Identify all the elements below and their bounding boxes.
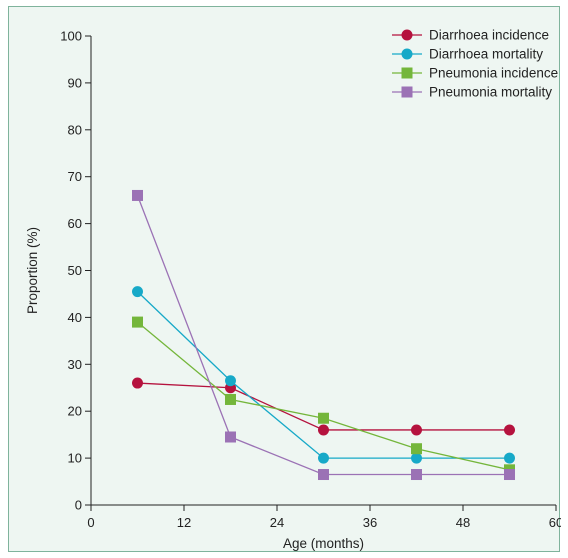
series-diarrhoea-mortality [132, 286, 515, 464]
data-point [504, 469, 515, 481]
data-point [132, 286, 143, 298]
data-point [318, 424, 329, 436]
data-point [225, 393, 236, 405]
y-tick-label: 20 [68, 404, 82, 419]
x-tick-label: 0 [87, 515, 94, 530]
axes: 0 10 20 30 40 50 60 70 80 90 100 0 12 24 36 48 60 [60, 29, 561, 531]
data-point [132, 377, 143, 389]
legend-label: Diarrhoea mortality [429, 47, 543, 62]
legend-marker [401, 86, 413, 98]
data-point [225, 375, 236, 387]
legend-marker [401, 67, 413, 79]
data-point [318, 412, 329, 424]
y-tick-label: 100 [60, 29, 82, 44]
x-tick-label: 60 [549, 515, 561, 530]
legend-label: Pneumonia mortality [429, 85, 552, 100]
data-point [225, 431, 236, 443]
x-tick-label: 12 [177, 515, 191, 530]
data-point [318, 469, 329, 481]
data-point [411, 424, 422, 436]
data-point [411, 452, 422, 464]
y-tick-label: 40 [68, 310, 82, 325]
legend: Diarrhoea incidence Diarrhoea mortality Pn… [392, 28, 558, 100]
data-point [318, 452, 329, 464]
data-point [132, 189, 143, 201]
legend-item: Diarrhoea incidence [392, 28, 549, 43]
y-tick-label: 50 [68, 263, 82, 278]
y-tick-label: 90 [68, 75, 82, 90]
y-tick-label: 60 [68, 216, 82, 231]
data-point [504, 452, 515, 464]
data-point [411, 469, 422, 481]
x-tick-label: 24 [270, 515, 284, 530]
y-tick-label: 0 [75, 498, 82, 513]
legend-marker [401, 29, 413, 41]
x-tick-label: 48 [456, 515, 470, 530]
data-point [411, 443, 422, 455]
legend-label: Pneumonia incidence [429, 66, 558, 81]
y-tick-label: 80 [68, 122, 82, 137]
legend-label: Diarrhoea incidence [429, 28, 549, 43]
series-pneumonia-incidence [132, 316, 515, 476]
y-axis-title: Proportion (%) [25, 227, 40, 314]
legend-item: Pneumonia incidence [392, 66, 558, 81]
legend-marker [401, 48, 413, 60]
y-tick-label: 30 [68, 357, 82, 372]
data-point [504, 424, 515, 436]
series-diarrhoea-incidence [132, 377, 515, 436]
y-tick-label: 70 [68, 169, 82, 184]
chart-panel: 0 10 20 30 40 50 60 70 80 90 100 0 12 24 36 48 60 Diarrh… [8, 6, 561, 552]
series-pneumonia-mortality [132, 189, 515, 481]
data-point [132, 316, 143, 328]
x-tick-label: 36 [363, 515, 377, 530]
legend-item: Pneumonia mortality [392, 85, 552, 100]
legend-item: Diarrhoea mortality [392, 47, 543, 62]
y-tick-label: 10 [68, 451, 82, 466]
line-chart: 0 10 20 30 40 50 60 70 80 90 100 0 12 24 36 48 60 Diarrh… [25, 28, 561, 552]
series-layer [132, 189, 515, 481]
x-axis-title: Age (months) [283, 536, 364, 551]
